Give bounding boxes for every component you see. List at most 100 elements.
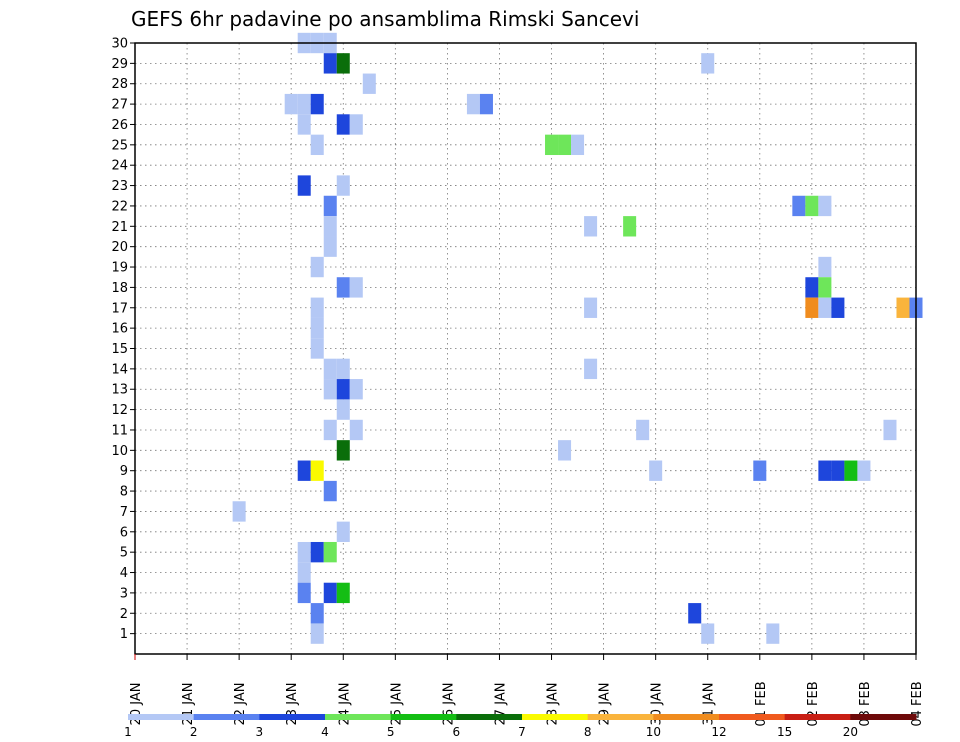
colorbar-swatch [259,714,326,720]
colorbar-label: 1 [124,725,132,739]
heatmap-cell [688,603,702,624]
heatmap-cell [362,73,376,94]
heatmap-cell [310,93,324,115]
colorbar-label: 10 [646,725,661,739]
heatmap-cell [349,114,363,135]
y-tick-label: 4 [120,566,128,581]
heatmap-cell [310,541,324,563]
y-axis: 1234567891011121314151617181920212223242… [111,37,135,642]
heatmap-cell [323,216,337,237]
colorbar-swatch [719,714,786,720]
heatmap-cell [818,256,832,278]
heatmap-cell [310,317,324,339]
y-tick-label: 24 [111,159,128,174]
heatmap-cell [323,53,337,74]
heatmap-cell [857,460,871,481]
heatmap-cell [805,277,819,298]
heatmap-cell [297,541,311,563]
heatmap-cell [844,460,858,481]
heatmap-cell [336,440,350,461]
heatmap-cell [310,134,324,156]
heatmap-cell [466,93,480,115]
y-tick-label: 29 [111,57,128,72]
heatmap-cell [831,460,845,481]
y-tick-label: 8 [120,485,128,500]
y-tick-label: 22 [111,199,128,214]
heatmap-cell [558,440,572,461]
heatmap-cell [701,53,715,74]
heatmap-cell [818,195,832,217]
y-tick-label: 20 [111,240,128,255]
y-tick-label: 14 [111,362,128,377]
heatmap-cell [336,358,350,380]
heatmap-cell [818,460,832,481]
y-tick-label: 17 [111,301,128,316]
y-tick-label: 13 [111,383,128,398]
colorbar-label: 7 [518,725,526,739]
y-tick-label: 19 [111,261,128,276]
colorbar-swatch [193,714,260,720]
colorbar-swatch [390,714,457,720]
y-tick-label: 28 [111,77,128,92]
y-tick-label: 1 [120,627,128,642]
colorbar-swatch [653,714,720,720]
y-tick-label: 16 [111,322,128,337]
heatmap-cell [336,399,350,420]
colorbar-label: 8 [584,725,592,739]
colorbar-label: 4 [321,725,329,739]
heatmap-cell [636,419,650,441]
colorbar-label: 6 [453,725,461,739]
y-tick-label: 9 [120,464,128,479]
heatmap-cell [701,623,715,644]
y-tick-label: 5 [120,546,128,561]
y-tick-label: 12 [111,403,128,418]
heatmap-cell [297,460,311,481]
heatmap-cell [649,460,663,481]
heatmap-cell [818,297,832,318]
colorbar-label: 20 [843,725,858,739]
colorbar-swatch [784,714,851,720]
y-tick-label: 11 [111,423,128,438]
heatmap-cell [479,93,493,115]
y-tick-label: 15 [111,342,128,357]
heatmap-cell [310,623,324,644]
heatmap-cell [310,338,324,359]
heatmap-cell [584,297,598,318]
heatmap-cell [336,379,350,400]
colorbar-swatch [587,714,654,720]
heatmap-cell [323,541,337,563]
heatmap-cell [336,53,350,74]
heatmap-cell [310,256,324,278]
heatmap-cell [323,480,337,502]
heatmap-cell [349,277,363,298]
heatmap-cell [805,195,819,217]
heatmap-cell [584,358,598,380]
colorbar-label: 5 [387,725,395,739]
heatmap-cell [297,175,311,196]
heatmap-cell [883,419,897,441]
colorbar-label: 3 [256,725,264,739]
colorbar-swatch [456,714,523,720]
heatmap-cell [336,175,350,196]
chart-title: GEFS 6hr padavine po ansamblima Rimski S… [131,7,639,31]
y-tick-label: 27 [111,98,128,113]
heatmap-cell [571,134,585,156]
colorbar-label: 2 [190,725,198,739]
heatmap-cell [232,501,246,522]
heatmap-cell [284,93,298,115]
heatmap-cell [349,379,363,400]
y-tick-label: 7 [120,505,128,520]
colorbar-label: 15 [777,725,792,739]
heatmap-cell [818,277,832,298]
heatmap-cell [310,297,324,318]
heatmap-cell [336,521,350,542]
y-tick-label: 26 [111,118,128,133]
colorbar-swatch [522,714,589,720]
heatmap-cell [766,623,780,644]
heatmap-cell [323,582,337,604]
heatmap-cell [623,216,637,237]
y-tick-label: 2 [120,607,128,622]
heatmap-cell [297,93,311,115]
heatmap-cell [831,297,845,318]
